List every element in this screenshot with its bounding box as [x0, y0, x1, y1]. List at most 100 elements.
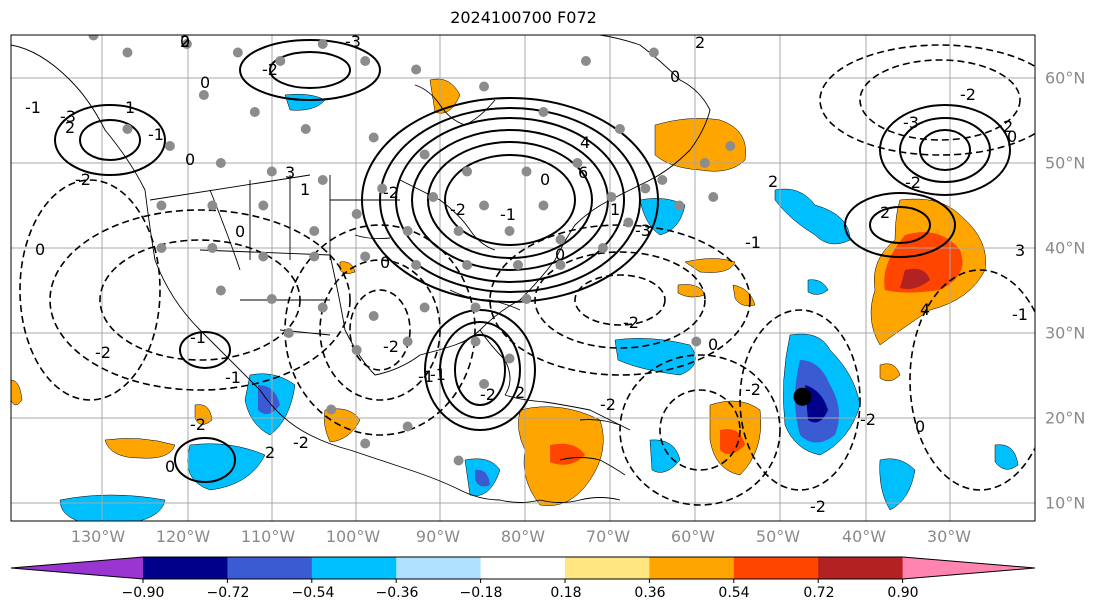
contour-solid [869, 206, 931, 244]
station-dot [614, 124, 625, 134]
station-dot [122, 124, 133, 134]
contour-solid [919, 129, 971, 171]
colorbar-extend-high [902, 557, 1035, 579]
contour-label: -2 [450, 200, 466, 219]
station-dot [453, 226, 464, 236]
contour-label: 4 [580, 133, 590, 152]
colorbar-tick: −0.90 [121, 585, 165, 601]
shaded-region-eastatl-orange [879, 363, 901, 382]
station-dot [122, 47, 133, 58]
contour-label: -1 [1012, 305, 1028, 324]
contour-label: -3 [345, 32, 361, 51]
contour-solid [454, 334, 506, 406]
contour-label: -1 [418, 367, 434, 386]
colorbar-segment [143, 557, 228, 579]
station-dot [428, 192, 439, 202]
station-dot [402, 226, 413, 236]
lat-label-40n: 40°N [1045, 238, 1086, 258]
station-dot [453, 455, 464, 466]
station-dot [470, 302, 481, 313]
station-dot [88, 35, 99, 41]
station-dot [419, 302, 430, 313]
lat-label-30n: 30°N [1045, 323, 1086, 343]
contour-label: 2 [65, 118, 75, 137]
station-dot [657, 175, 668, 185]
station-dot [283, 328, 294, 338]
shaded-region-gulfmaine-blue [639, 198, 686, 236]
contour-label: 0 [235, 222, 245, 241]
contour-label: -2 [480, 385, 496, 404]
station-dot [411, 260, 422, 270]
station-dot [462, 260, 473, 270]
station-dot [266, 294, 277, 304]
colorbar-tick: 0.36 [634, 585, 666, 601]
colorbar-segment [396, 557, 482, 579]
colorbar-segment [649, 557, 735, 579]
contour-label: -1 [25, 98, 41, 117]
shaded-region-atlantic-blue2 [807, 279, 829, 295]
shaded-region-newfoundland-orange [654, 118, 746, 172]
contour-dashed [19, 179, 161, 401]
contour-label: 4 [920, 300, 930, 319]
colorbar [10, 556, 1036, 583]
contour-solid [174, 437, 236, 483]
station-dot [351, 345, 362, 355]
station-dot [470, 336, 481, 347]
station-dot [521, 294, 532, 304]
contour-label: 2 [880, 203, 890, 222]
station-dot [156, 200, 167, 211]
station-dot [249, 107, 260, 117]
contour-label: -1 [190, 328, 206, 347]
station-dot [555, 260, 566, 270]
map-title: 2024100700 F072 [450, 8, 597, 27]
contour-dashed [574, 274, 666, 326]
contour-label: -1 [225, 368, 241, 387]
contour-label: -2 [960, 85, 976, 104]
station-dot [580, 56, 591, 66]
contour-label: -3 [903, 113, 919, 132]
contour-label: -3 [635, 221, 651, 240]
contour-solid [239, 39, 381, 101]
station-dot [419, 149, 430, 160]
contour-label: -2 [293, 433, 309, 452]
station-dot [479, 379, 490, 389]
station-dot [309, 226, 320, 236]
contour-label: 6 [578, 163, 588, 182]
station-dot [351, 209, 362, 219]
station-dot [538, 107, 549, 117]
contour-label: -2 [600, 395, 616, 414]
lat-label-50n: 50°N [1045, 153, 1086, 173]
contour-labels: 0 -3-20-121-1-3-203-246-3202-20-1-220-1-1… [25, 32, 1028, 516]
contour-label: 1 [610, 200, 620, 219]
contour-label: -1 [430, 365, 446, 384]
contour-label: 0 [915, 417, 925, 436]
contour-dashed [349, 289, 411, 371]
contour-label: -2 [190, 415, 206, 434]
station-dot [691, 336, 702, 347]
station-dot [462, 166, 473, 177]
station-dot [215, 285, 226, 296]
contour-label: -2 [75, 170, 91, 189]
contour-label: 0 [1007, 127, 1017, 146]
contour-label: -1 [745, 233, 761, 252]
colorbar-segment [565, 557, 650, 579]
contour-label: 1 [125, 98, 135, 117]
contour-label: 0 [708, 335, 718, 354]
station-dot [232, 47, 243, 58]
station-dot [360, 56, 371, 66]
contour-label: -2 [810, 497, 826, 516]
shaded-region-centralamerica-deepblue [475, 469, 490, 487]
station-dot [360, 251, 371, 262]
colorbar-segment [480, 557, 566, 579]
map-frame [10, 34, 1036, 522]
contour-label: 2 [265, 443, 275, 462]
contour-label: -2 [745, 380, 761, 399]
shaded-region-eastatl-blue [879, 458, 916, 511]
contour-label: -1 [500, 205, 516, 224]
station-dot [521, 166, 532, 177]
contour-solid [395, 117, 625, 283]
station-dot [479, 81, 490, 92]
station-dot [504, 353, 515, 364]
station-dot [555, 234, 566, 245]
station-dot [411, 64, 422, 75]
